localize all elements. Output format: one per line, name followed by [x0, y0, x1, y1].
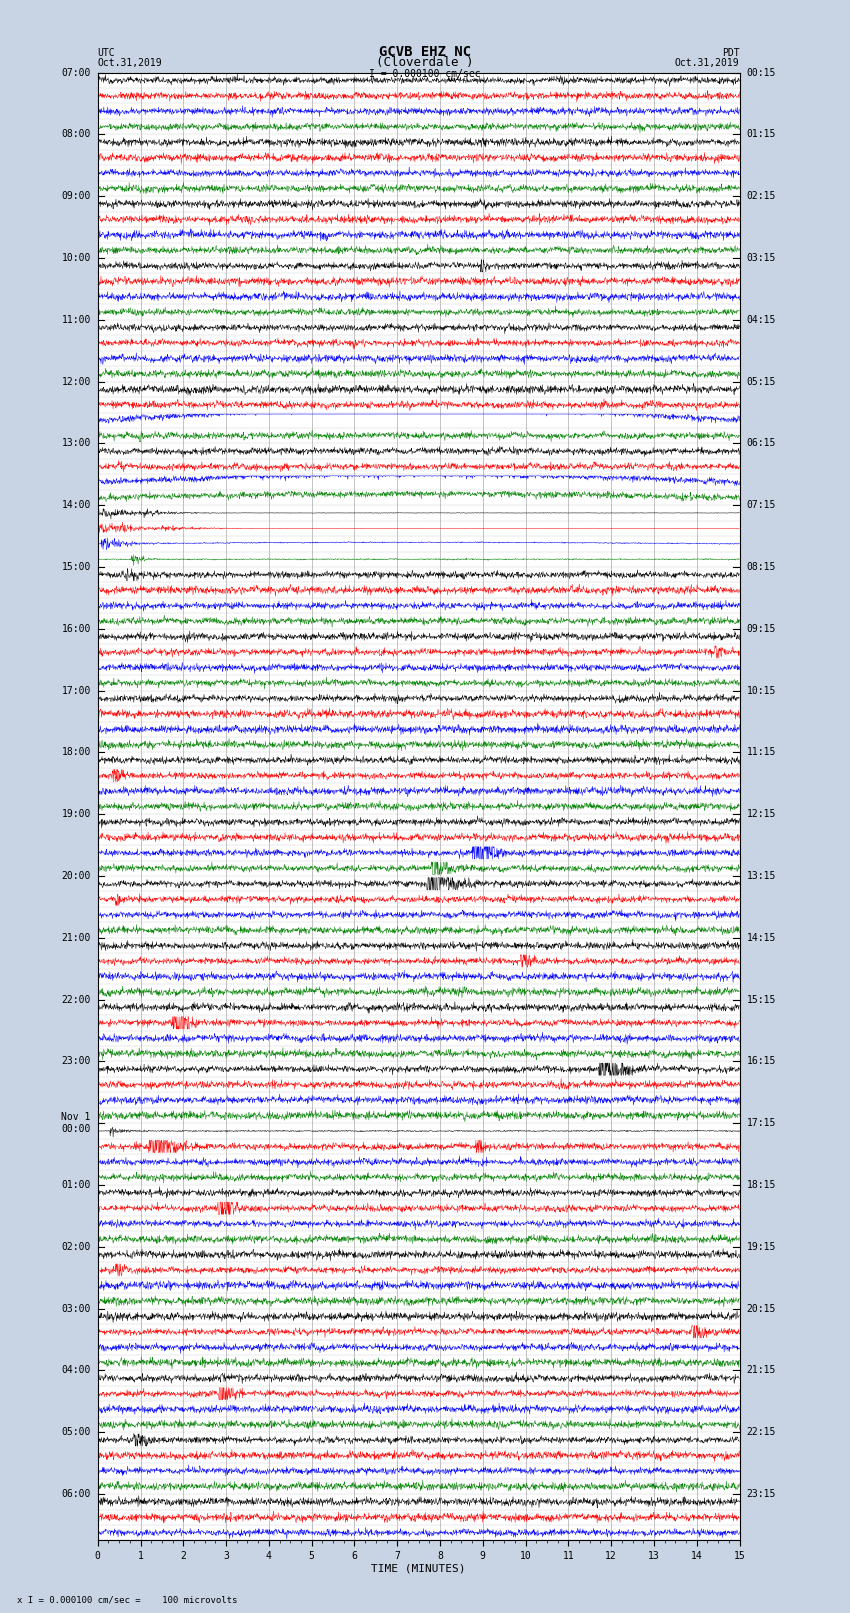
Text: (Cloverdale ): (Cloverdale ) — [377, 56, 473, 69]
Text: 21:15: 21:15 — [746, 1366, 776, 1376]
Text: 22:00: 22:00 — [61, 995, 91, 1005]
Text: I = 0.000100 cm/sec: I = 0.000100 cm/sec — [369, 69, 481, 79]
Text: 23:00: 23:00 — [61, 1057, 91, 1066]
Text: 19:15: 19:15 — [746, 1242, 776, 1252]
Text: 13:00: 13:00 — [61, 439, 91, 448]
Text: 12:15: 12:15 — [746, 810, 776, 819]
Text: 09:00: 09:00 — [61, 192, 91, 202]
Text: GCVB EHZ NC: GCVB EHZ NC — [379, 45, 471, 58]
Text: 10:15: 10:15 — [746, 686, 776, 695]
Text: 20:15: 20:15 — [746, 1303, 776, 1313]
Text: 01:00: 01:00 — [61, 1181, 91, 1190]
Text: 03:15: 03:15 — [746, 253, 776, 263]
Text: 02:00: 02:00 — [61, 1242, 91, 1252]
Text: 19:00: 19:00 — [61, 810, 91, 819]
Text: 15:00: 15:00 — [61, 561, 91, 573]
Text: 07:00: 07:00 — [61, 68, 91, 77]
Text: 17:00: 17:00 — [61, 686, 91, 695]
Text: 08:00: 08:00 — [61, 129, 91, 139]
Text: 03:00: 03:00 — [61, 1303, 91, 1313]
Text: PDT: PDT — [722, 48, 740, 58]
Text: 02:15: 02:15 — [746, 192, 776, 202]
Text: 08:15: 08:15 — [746, 561, 776, 573]
Text: UTC: UTC — [98, 48, 116, 58]
Text: Oct.31,2019: Oct.31,2019 — [675, 58, 740, 68]
Text: 18:00: 18:00 — [61, 747, 91, 758]
Text: 16:15: 16:15 — [746, 1057, 776, 1066]
Text: 07:15: 07:15 — [746, 500, 776, 510]
Text: 20:00: 20:00 — [61, 871, 91, 881]
Text: Nov 1
00:00: Nov 1 00:00 — [61, 1113, 91, 1134]
Text: 18:15: 18:15 — [746, 1181, 776, 1190]
Text: 23:15: 23:15 — [746, 1489, 776, 1498]
Text: 14:15: 14:15 — [746, 932, 776, 944]
Text: 06:00: 06:00 — [61, 1489, 91, 1498]
Text: 11:15: 11:15 — [746, 747, 776, 758]
Text: 04:15: 04:15 — [746, 315, 776, 324]
Text: 05:15: 05:15 — [746, 376, 776, 387]
Text: 04:00: 04:00 — [61, 1366, 91, 1376]
Text: 01:15: 01:15 — [746, 129, 776, 139]
Text: 09:15: 09:15 — [746, 624, 776, 634]
Text: 16:00: 16:00 — [61, 624, 91, 634]
Text: 13:15: 13:15 — [746, 871, 776, 881]
Text: 15:15: 15:15 — [746, 995, 776, 1005]
Text: 17:15: 17:15 — [746, 1118, 776, 1127]
Text: x I = 0.000100 cm/sec =    100 microvolts: x I = 0.000100 cm/sec = 100 microvolts — [17, 1595, 237, 1605]
Text: Oct.31,2019: Oct.31,2019 — [98, 58, 162, 68]
Text: 10:00: 10:00 — [61, 253, 91, 263]
Text: 11:00: 11:00 — [61, 315, 91, 324]
X-axis label: TIME (MINUTES): TIME (MINUTES) — [371, 1563, 466, 1574]
Text: 14:00: 14:00 — [61, 500, 91, 510]
Text: 22:15: 22:15 — [746, 1428, 776, 1437]
Text: 12:00: 12:00 — [61, 376, 91, 387]
Text: 05:00: 05:00 — [61, 1428, 91, 1437]
Text: 00:15: 00:15 — [746, 68, 776, 77]
Text: 06:15: 06:15 — [746, 439, 776, 448]
Text: 21:00: 21:00 — [61, 932, 91, 944]
